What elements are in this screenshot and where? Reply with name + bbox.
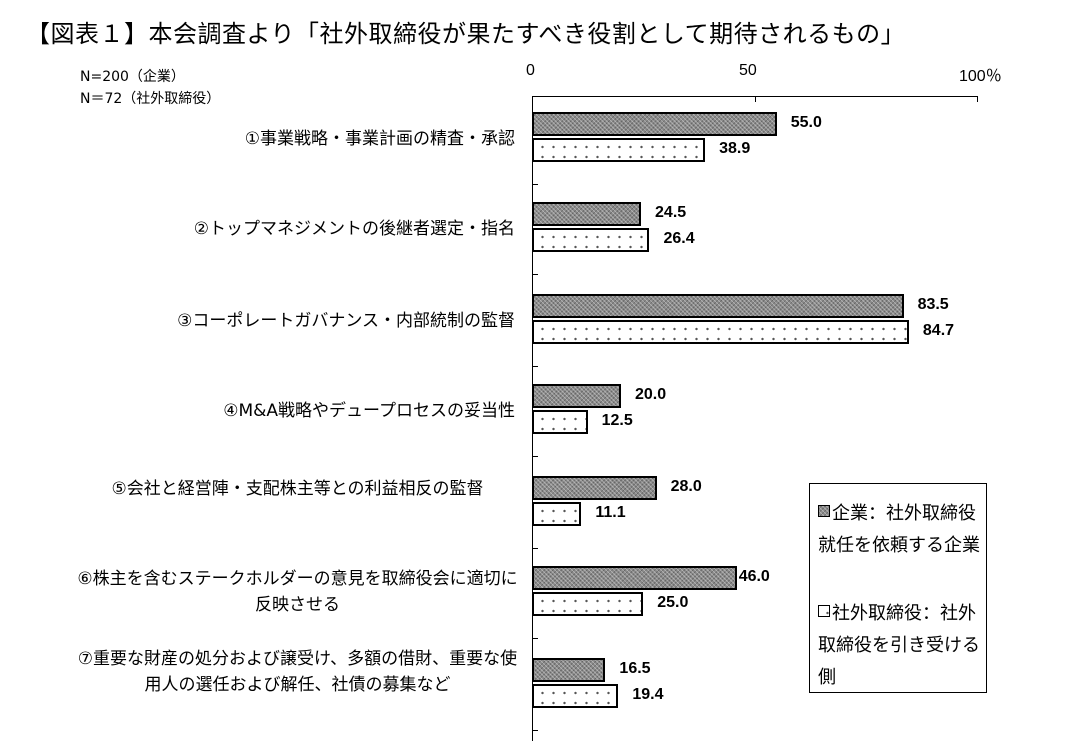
- y-axis-tick: [532, 274, 538, 275]
- value-label-corp: 16.5: [619, 660, 651, 677]
- legend-swatch-director: [818, 605, 830, 617]
- y-axis-tick: [532, 730, 538, 731]
- y-axis-tick: [532, 548, 538, 549]
- bar-director: [532, 410, 588, 434]
- category-label: ③コーポレートガバナンス・内部統制の監督: [177, 311, 515, 331]
- x-tick-100: 100％: [959, 68, 1002, 85]
- value-label-director: 84.7: [922, 322, 955, 339]
- x-tick-0: 0: [526, 62, 535, 79]
- bar-director: [532, 684, 619, 708]
- bar-director: [532, 228, 650, 252]
- chart-title: 【図表１】本会調査より「社外取締役が果たすべき役割として期待されるもの」: [26, 20, 906, 48]
- bar-director: [532, 320, 909, 344]
- y-axis-tick: [532, 456, 538, 457]
- value-label-corp: 28.0: [670, 478, 702, 495]
- bar-director: [532, 138, 706, 162]
- legend-label-corp: 企業：社外取締役就任を依頼する企業: [818, 503, 980, 556]
- bar-corp: [532, 202, 642, 226]
- category-label: ⑥株主を含むステークホルダーの意見を取締役会に適切に反映させる: [77, 569, 518, 615]
- value-label-director: 38.9: [719, 140, 751, 157]
- legend-item-director: 社外取締役：社外取締役を引き受ける側: [818, 598, 984, 694]
- value-label-director: 11.1: [595, 504, 626, 521]
- x-axis-tick-50: [755, 96, 756, 102]
- sample-size-director: N＝72（社外取締役）: [80, 91, 221, 107]
- value-label-corp: 20.0: [635, 386, 667, 403]
- legend: 企業：社外取締役就任を依頼する企業 社外取締役：社外取締役を引き受ける側: [809, 483, 987, 693]
- value-label-corp: 55.0: [790, 114, 822, 131]
- value-label-corp: 83.5: [917, 296, 949, 313]
- bar-corp: [532, 384, 621, 408]
- bar-corp: [532, 476, 657, 500]
- value-label-director: 25.0: [657, 594, 689, 611]
- x-tick-50: 50: [739, 62, 757, 79]
- y-axis-tick: [532, 184, 538, 185]
- bar-corp: [532, 294, 904, 318]
- value-label-director: 12.5: [601, 412, 633, 429]
- bar-corp: [532, 658, 606, 682]
- bar-corp: [532, 112, 777, 136]
- category-label: ①事業戦略・事業計画の精査・承認: [244, 129, 515, 149]
- category-label: ④M&A戦略やデュープロセスの妥当性: [223, 401, 515, 421]
- value-label-director: 19.4: [632, 686, 664, 703]
- y-axis-tick: [532, 366, 538, 367]
- bar-director: [532, 592, 644, 616]
- value-label-director: 26.4: [663, 230, 695, 247]
- legend-swatch-corp: [818, 505, 830, 517]
- category-label: ②トップマネジメントの後継者選定・指名: [193, 219, 515, 239]
- category-label: ⑦重要な財産の処分および譲受け、多額の借財、重要な使用人の選任および解任、社債の…: [77, 649, 518, 695]
- legend-label-director: 社外取締役：社外取締役を引き受ける側: [818, 603, 980, 688]
- legend-item-corp: 企業：社外取締役就任を依頼する企業: [818, 498, 984, 562]
- y-axis-tick: [532, 638, 538, 639]
- category-label: ⑤会社と経営陣・支配株主等との利益相反の監督: [111, 479, 484, 499]
- sample-size-corp: N=200（企業）: [80, 69, 185, 85]
- bar-director: [532, 502, 582, 526]
- bar-corp: [532, 566, 737, 590]
- value-label-corp: 24.5: [655, 204, 687, 221]
- x-axis-tick-100: [977, 96, 978, 102]
- value-label-corp: 46.0: [738, 568, 770, 585]
